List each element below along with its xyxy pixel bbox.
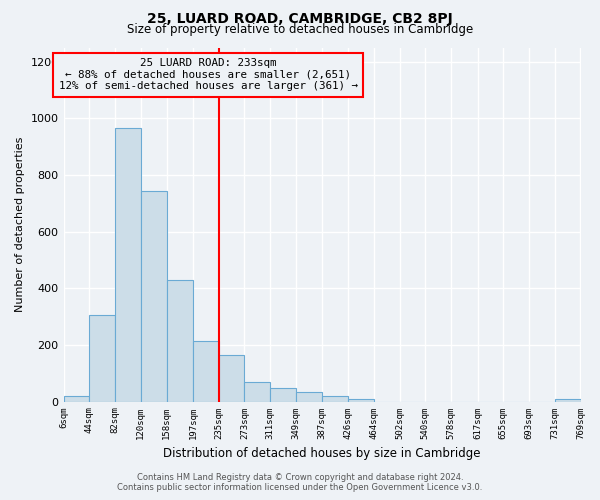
Bar (296, 392, 322, 402)
Text: Contains HM Land Registry data © Crown copyright and database right 2024.
Contai: Contains HM Land Registry data © Crown c… (118, 473, 482, 492)
Bar (89, 315, 115, 402)
Bar (167, 280, 193, 402)
Bar (322, 396, 348, 402)
Bar (218, 355, 244, 402)
Bar (270, 388, 296, 402)
Text: 25 LUARD ROAD: 233sqm
← 88% of detached houses are smaller (2,651)
12% of semi-d: 25 LUARD ROAD: 233sqm ← 88% of detached … (59, 58, 358, 92)
Text: 25, LUARD ROAD, CAMBRIDGE, CB2 8PJ: 25, LUARD ROAD, CAMBRIDGE, CB2 8PJ (147, 12, 453, 26)
X-axis label: Distribution of detached houses by size in Cambridge: Distribution of detached houses by size … (163, 447, 481, 460)
Bar (193, 340, 218, 402)
Text: Size of property relative to detached houses in Cambridge: Size of property relative to detached ho… (127, 24, 473, 36)
Bar (141, 190, 167, 402)
Y-axis label: Number of detached properties: Number of detached properties (15, 137, 25, 312)
Bar (115, 128, 141, 402)
Bar (555, 400, 581, 402)
Bar (348, 400, 374, 402)
Bar (64, 396, 89, 402)
Bar (244, 382, 270, 402)
